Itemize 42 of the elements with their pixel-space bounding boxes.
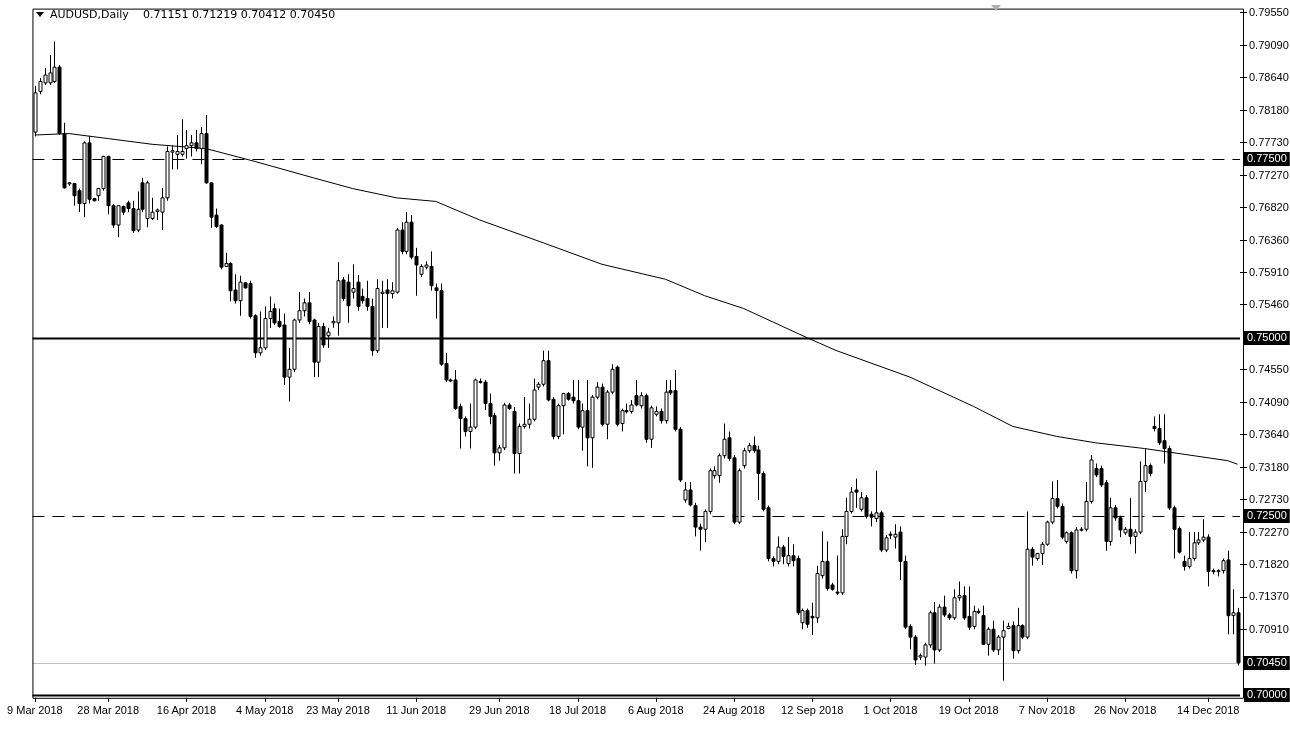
chart-subtitle: 0.71151 0.71219 0.70412 0.70450	[142, 8, 336, 21]
y-tick-label: 0.78180	[1249, 103, 1289, 116]
y-tick-label: 0.76820	[1249, 200, 1289, 213]
x-tick-label: 19 Oct 2018	[938, 704, 999, 717]
y-tick-label: 0.74090	[1249, 395, 1289, 408]
y-tick-label: 0.79090	[1249, 38, 1289, 51]
y-tick-label: 0.73180	[1249, 460, 1289, 473]
y-tick-label: 0.72730	[1249, 493, 1289, 505]
y-tick-label: 0.77730	[1249, 135, 1289, 148]
y-tick-label: 0.78640	[1249, 70, 1289, 83]
x-tick-label: 11 Jun 2018	[386, 704, 447, 717]
y-tick-label: 0.76360	[1249, 233, 1289, 246]
x-tick-label: 6 Aug 2018	[627, 704, 684, 717]
x-tick-label: 7 Nov 2018	[1018, 704, 1076, 717]
ref-line-label: 0.77500	[1247, 152, 1287, 165]
y-tick-label: 0.72270	[1249, 525, 1289, 538]
x-tick-label: 29 Jun 2018	[469, 704, 530, 717]
x-tick-label: 12 Sep 2018	[781, 704, 844, 717]
y-tick-label: 0.71370	[1249, 590, 1289, 603]
x-tick-label: 14 Dec 2018	[1177, 704, 1240, 717]
x-tick-label: 1 Oct 2018	[863, 704, 918, 717]
x-tick-label: 24 Aug 2018	[703, 704, 765, 717]
y-tick-label: 0.79550	[1249, 5, 1289, 18]
x-tick-label: 26 Nov 2018	[1093, 704, 1157, 717]
y-tick-label: 0.75910	[1249, 265, 1289, 278]
x-tick-label: 4 May 2018	[235, 704, 294, 717]
y-tick-label: 0.73640	[1249, 428, 1289, 441]
x-tick-label: 23 May 2018	[306, 704, 370, 717]
x-tick-label: 18 Jul 2018	[549, 704, 606, 717]
ref-line-label: 0.70000	[1247, 688, 1287, 701]
x-tick-label: 28 Mar 2018	[77, 704, 140, 717]
y-tick-label: 0.74550	[1249, 363, 1289, 376]
y-tick-label: 0.70910	[1249, 622, 1289, 635]
y-tick-label: 0.77270	[1249, 168, 1289, 181]
y-tick-label: 0.71820	[1249, 557, 1289, 570]
chart-title: AUDUSD,Daily	[50, 8, 129, 21]
x-tick-label: 9 Mar 2018	[7, 704, 63, 717]
y-tick-label: 0.75460	[1249, 298, 1289, 311]
ref-line-label: 0.75000	[1247, 331, 1287, 344]
ref-line-label: 0.72500	[1247, 509, 1287, 522]
ref-line-label: 0.70450	[1247, 656, 1287, 669]
x-tick-label: 16 Apr 2018	[156, 704, 217, 717]
